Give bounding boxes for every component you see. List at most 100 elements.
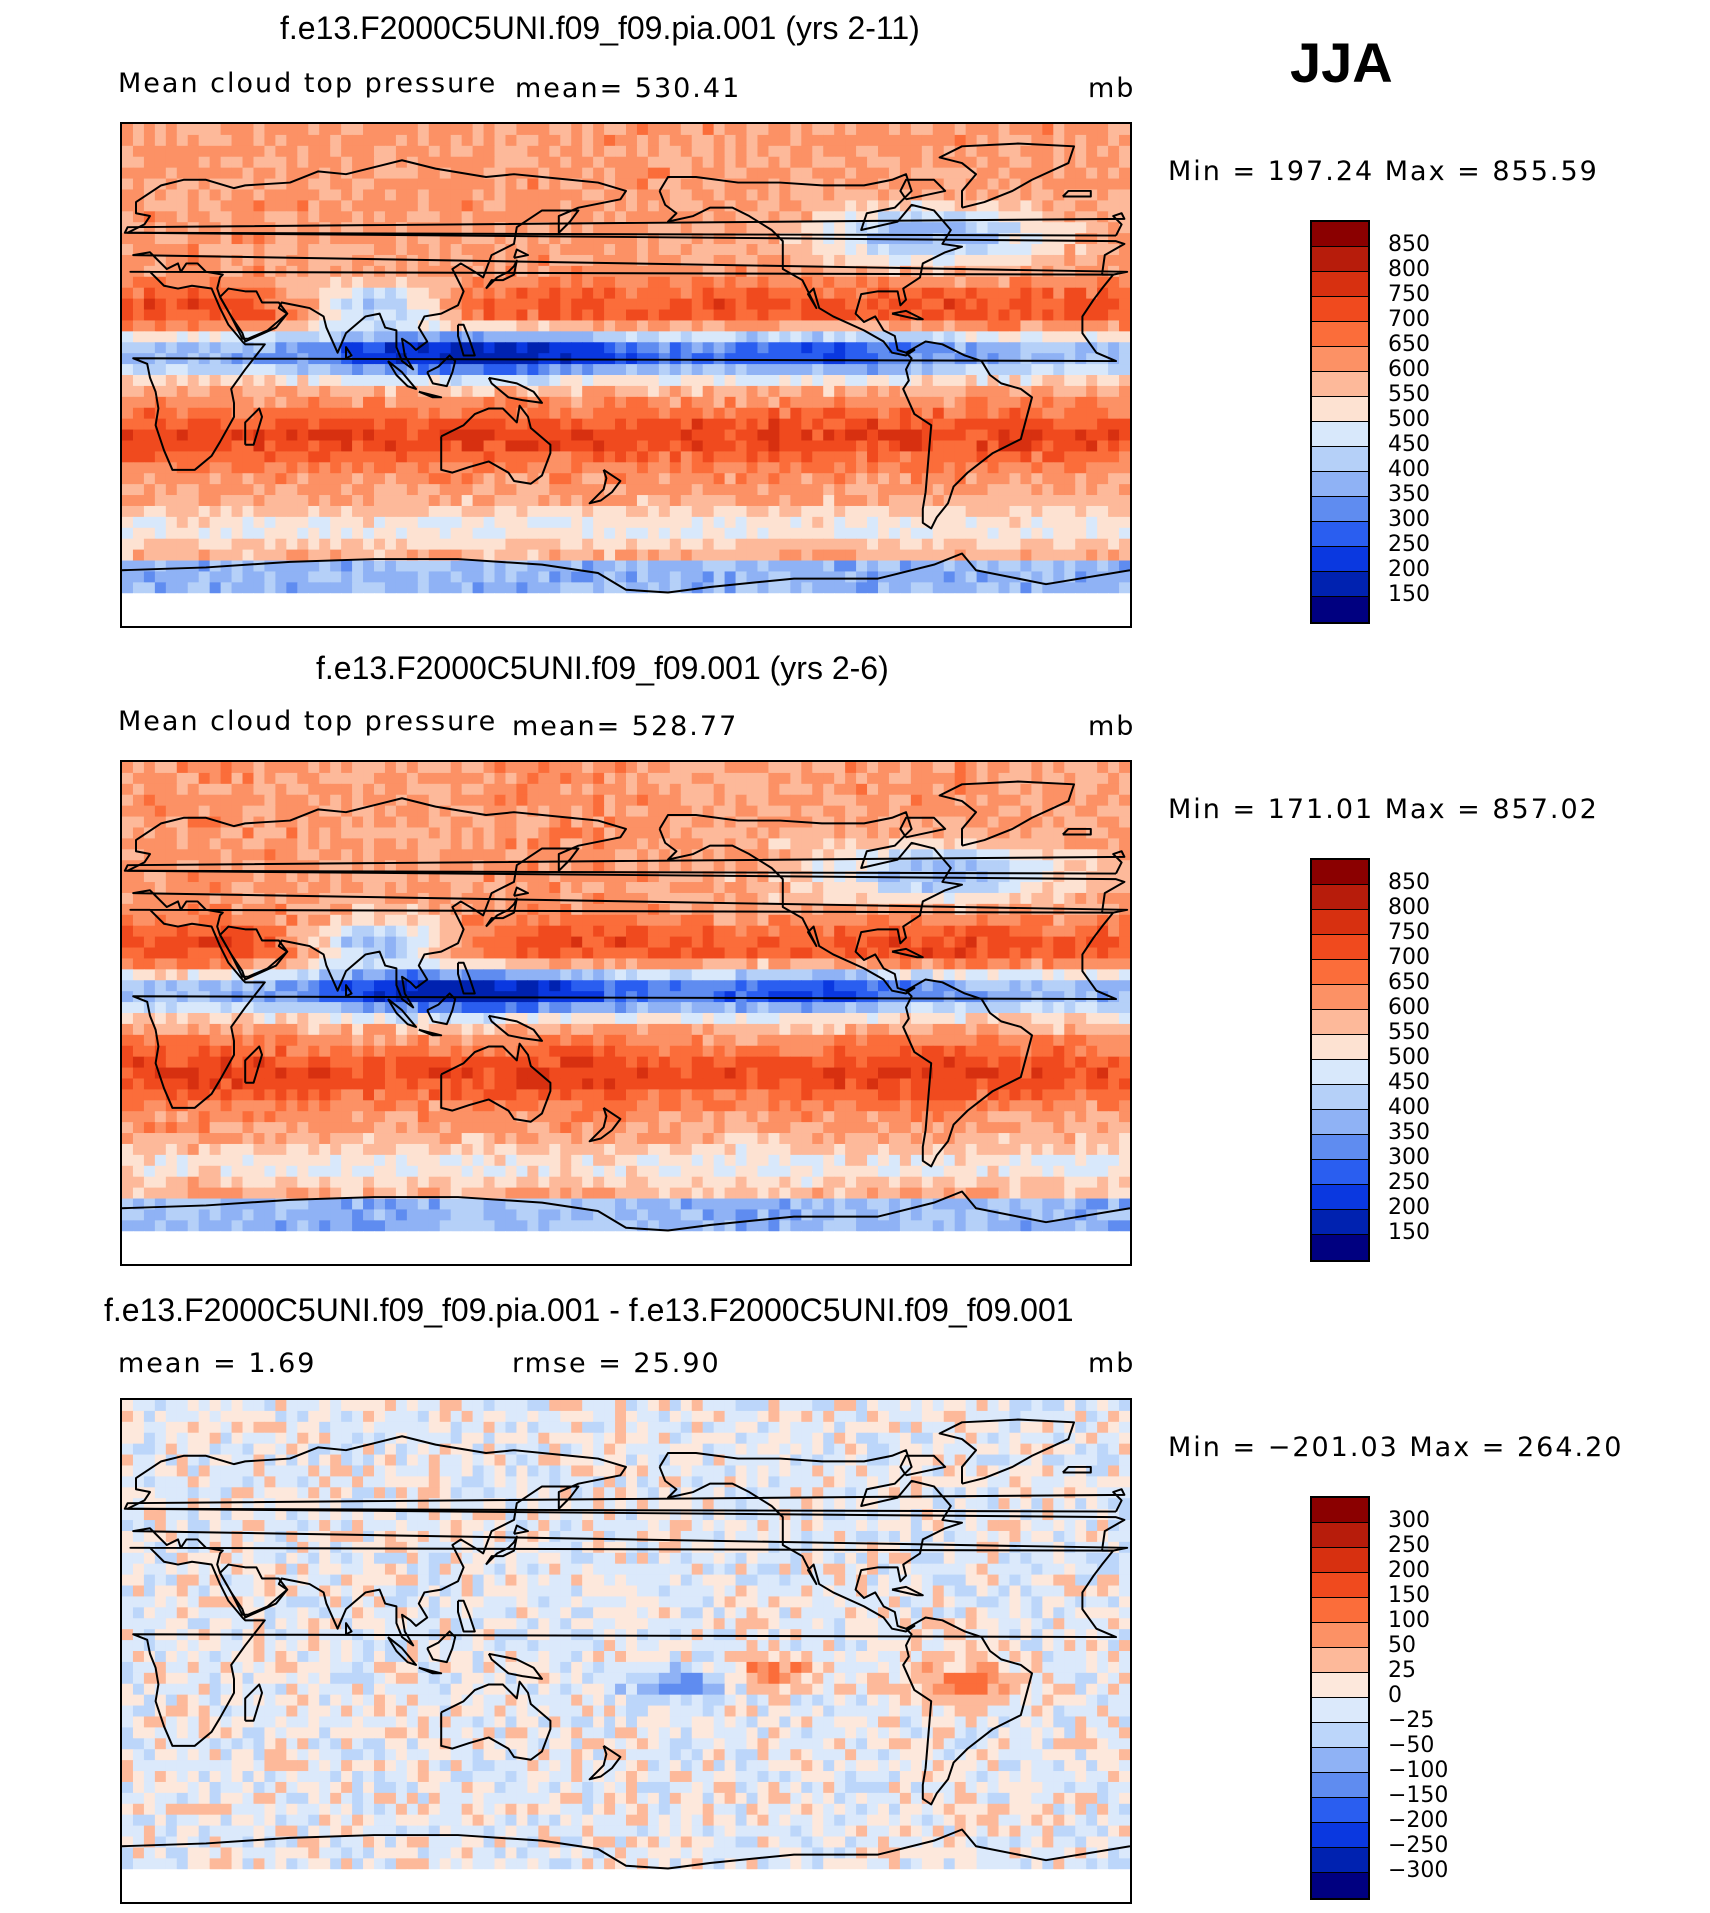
field-cell [768, 167, 780, 180]
field-cell [669, 772, 682, 785]
field-cell [231, 331, 244, 343]
field-cell [647, 538, 660, 551]
field-cell [417, 527, 430, 540]
field-cell [954, 407, 967, 420]
field-cell [308, 516, 320, 529]
field-cell [384, 816, 397, 828]
field-cell [253, 396, 265, 409]
field-cell [461, 429, 474, 441]
field-cell [998, 772, 1010, 785]
field-cell [132, 505, 145, 518]
field-cell [680, 762, 693, 774]
field-cell [965, 331, 978, 343]
field-cell [384, 462, 397, 474]
field-cell [319, 211, 331, 223]
field-cell [757, 298, 769, 311]
field-cell [582, 538, 594, 551]
field-cell [845, 495, 857, 507]
field-cell [231, 838, 244, 850]
field-cell [779, 364, 791, 376]
field-cell [910, 320, 923, 332]
field-cell [494, 538, 506, 551]
field-cell [417, 593, 430, 605]
field-cell [461, 244, 474, 256]
field-cell [834, 244, 846, 256]
field-cell [910, 783, 923, 796]
field-cell [647, 200, 660, 212]
field-cell [1042, 615, 1054, 626]
field-cell [143, 233, 156, 245]
field-cell [439, 418, 452, 431]
field-cell [658, 407, 671, 420]
field-cell [330, 538, 342, 551]
field-cell [823, 516, 835, 529]
field-cell [867, 287, 879, 300]
field-cell [264, 407, 276, 420]
field-cell [242, 287, 254, 300]
field-cell [724, 298, 737, 311]
field-cell [604, 838, 616, 850]
field-cell [1119, 505, 1130, 518]
field-cell [1108, 178, 1120, 190]
field-cell [231, 385, 244, 398]
field-cell [494, 276, 506, 289]
field-cell [297, 156, 309, 169]
field-cell [921, 385, 934, 398]
field-cell [516, 505, 528, 518]
field-cell [154, 167, 167, 180]
field-cell [253, 772, 265, 785]
field-cell [494, 827, 506, 839]
field-cell [374, 396, 386, 409]
field-cell [801, 571, 813, 583]
field-cell [768, 134, 780, 147]
field-cell [538, 385, 550, 398]
field-cell [888, 495, 901, 507]
field-cell [779, 156, 791, 169]
field-cell [954, 331, 967, 343]
field-cell [417, 222, 430, 234]
field-cell [165, 233, 178, 245]
field-cell [910, 287, 923, 300]
field-cell [976, 385, 989, 398]
field-cell [461, 762, 474, 774]
colorbar-label: 600 [1388, 357, 1430, 382]
field-cell [1064, 593, 1076, 605]
field-cell [330, 200, 342, 212]
field-cell [713, 331, 726, 343]
field-cell [757, 582, 769, 594]
field-cell [965, 265, 978, 278]
field-cell [330, 134, 342, 147]
field-cell [330, 222, 342, 234]
field-cell [724, 805, 737, 818]
field-cell [954, 440, 967, 452]
field-cell [560, 156, 572, 169]
field-cell [330, 254, 342, 267]
field-cell [198, 364, 211, 376]
field-cell [1020, 309, 1032, 321]
field-cell [735, 484, 748, 496]
coastline [487, 376, 543, 404]
field-cell [275, 124, 287, 136]
field-cell [253, 505, 265, 518]
field-cell [593, 145, 605, 158]
field-cell [954, 145, 967, 158]
field-cell [801, 189, 813, 201]
field-cell [571, 287, 583, 300]
field-cell [1053, 233, 1065, 245]
field-cell [1053, 495, 1065, 507]
field-cell [417, 794, 430, 807]
field-cell [275, 287, 287, 300]
field-cell [472, 571, 485, 583]
field-cell [801, 538, 813, 551]
field-cell [823, 805, 835, 818]
field-cell [965, 451, 978, 463]
field-cell [626, 538, 638, 551]
field-cell [834, 200, 846, 212]
field-cell [571, 762, 583, 774]
field-cell [538, 440, 550, 452]
field-cell [198, 309, 211, 321]
field-cell [998, 233, 1010, 245]
field-cell [845, 794, 857, 807]
colorbar-label: 200 [1388, 557, 1430, 582]
field-cell [604, 385, 616, 398]
